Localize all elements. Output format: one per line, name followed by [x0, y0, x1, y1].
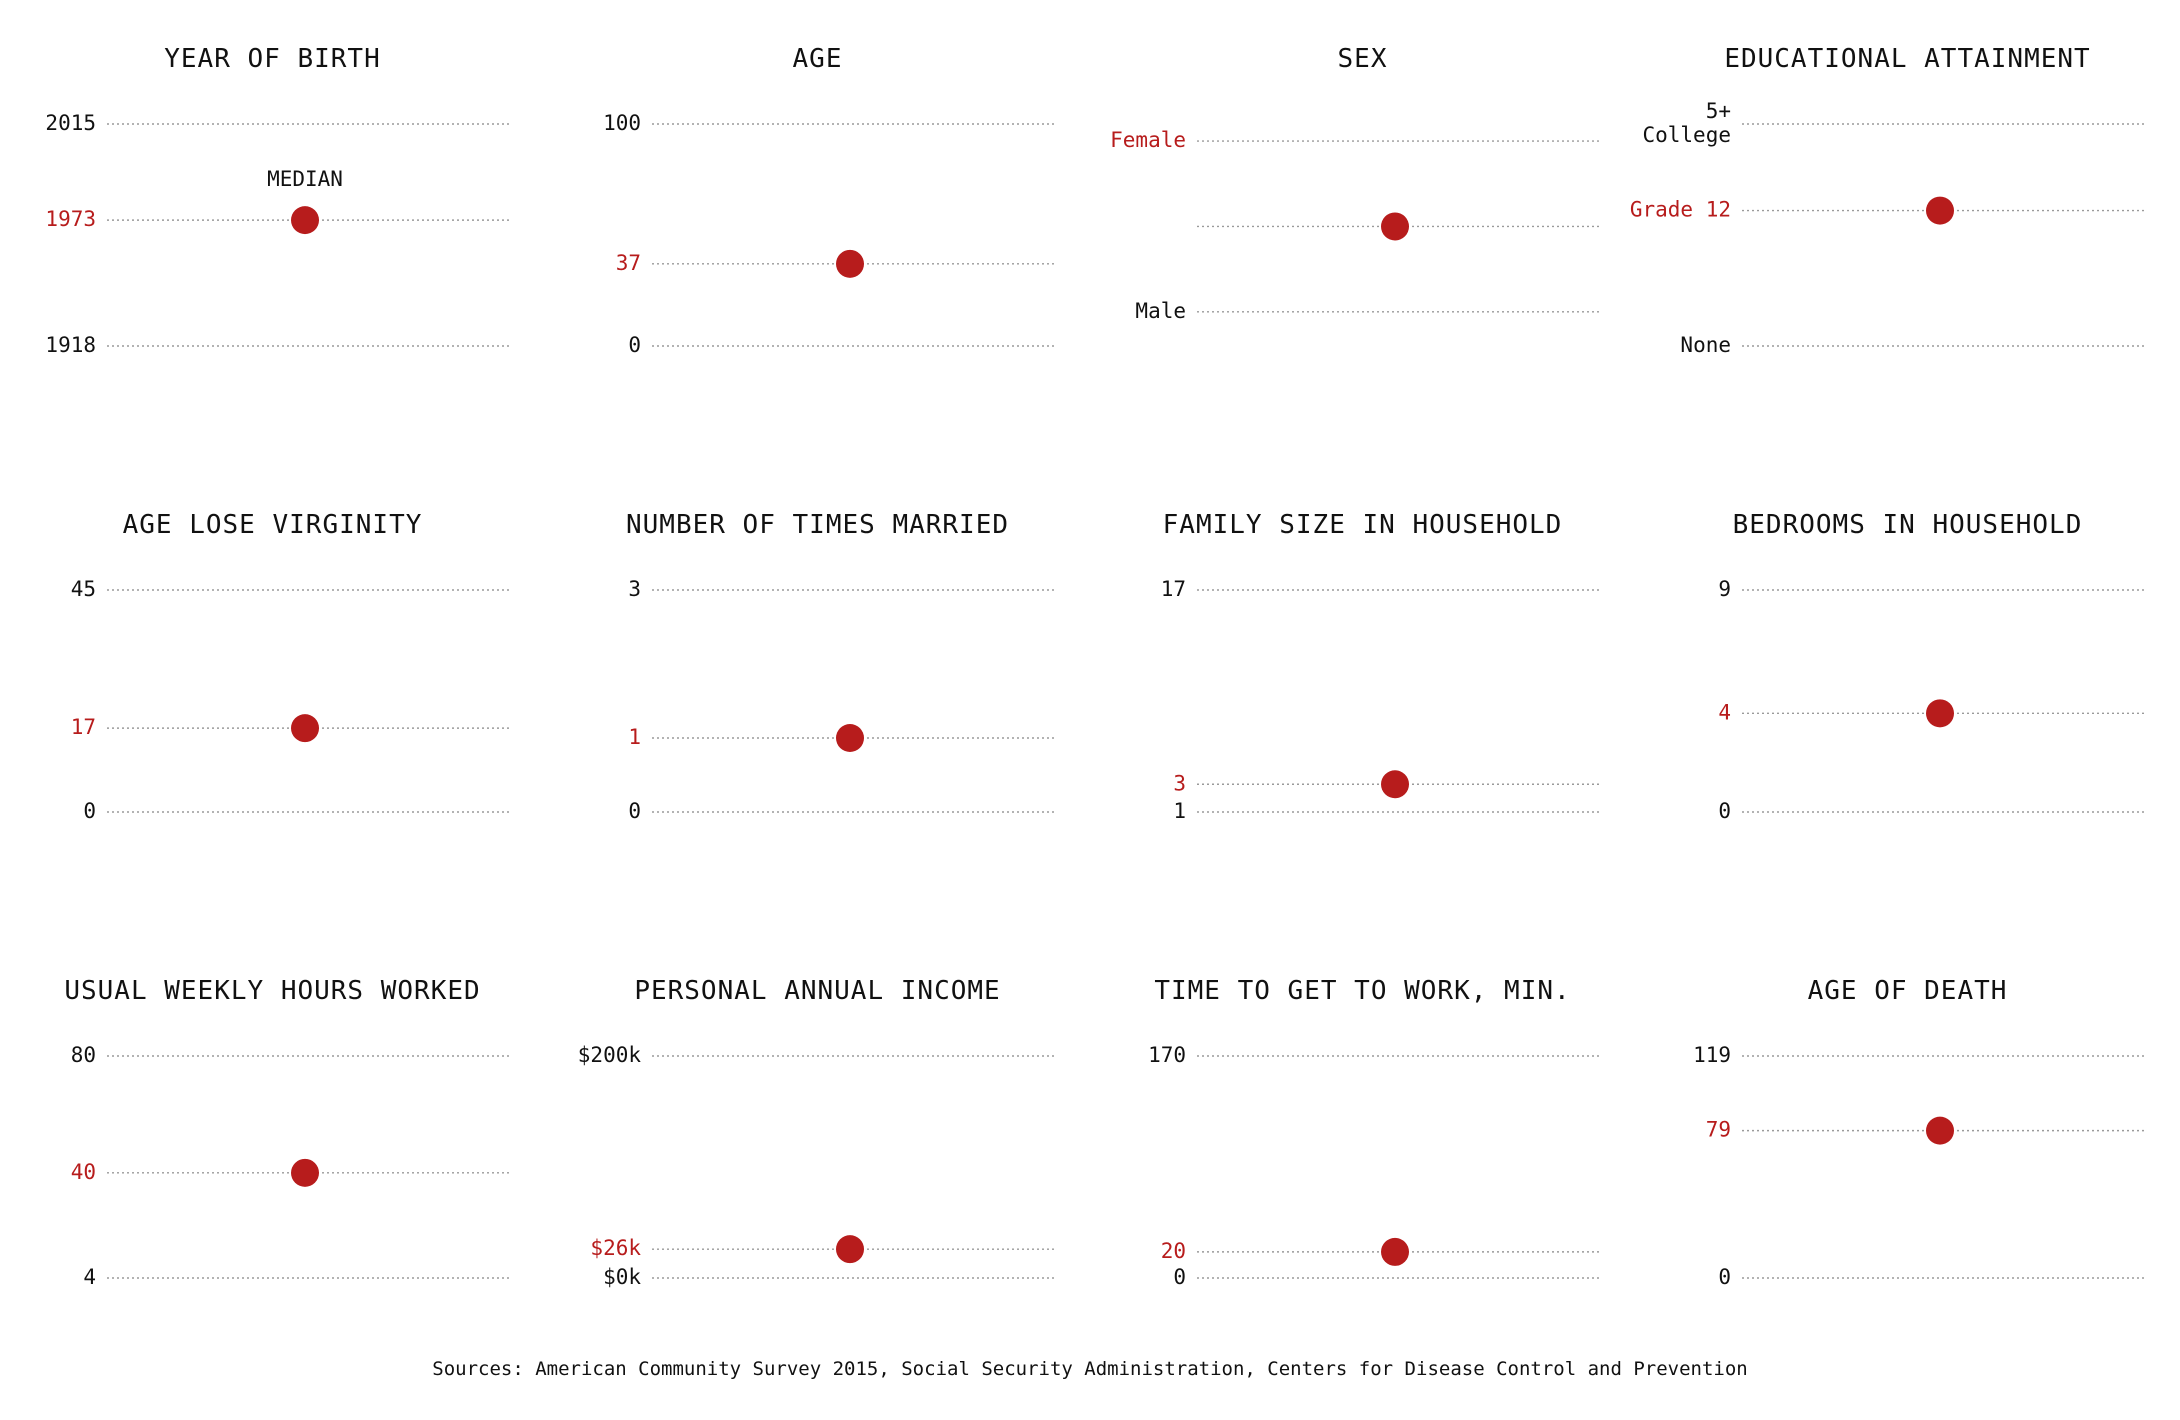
median-value-label: 40 [71, 1160, 96, 1184]
median-point [1926, 699, 1954, 728]
tick-label: 5+ College [1642, 99, 1731, 147]
tick-label: 0 [1718, 799, 1731, 823]
tick-label: None [1680, 333, 1731, 357]
chart-title: FAMILY SIZE IN HOUSEHOLD [1162, 510, 1563, 540]
median-point [836, 249, 864, 278]
tick-label: 100 [603, 111, 641, 135]
median-value-label: 1 [628, 725, 641, 749]
chart-panel-usual-weekly-hours-worked: USUAL WEEKLY HOURS WORKED 80 4 40 [0, 932, 545, 1398]
chart-panel-time-to-get-to-work-min: TIME TO GET TO WORK, MIN. 170 0 20 [1090, 932, 1635, 1398]
tick-label: $200k [578, 1043, 642, 1067]
tick-label: 2015 [45, 111, 96, 135]
tick-label: 0 [83, 799, 96, 823]
chart-panel-family-size-in-household: FAMILY SIZE IN HOUSEHOLD 17 1 3 [1090, 466, 1635, 932]
chart-panel-sex: SEX Female Male [1090, 0, 1635, 466]
median-point [291, 1158, 319, 1187]
median-value-label: 1973 [45, 207, 96, 231]
tick-label: 0 [1718, 1265, 1731, 1289]
chart-title: AGE LOSE VIRGINITY [122, 510, 423, 540]
median-value-label: Grade 12 [1630, 198, 1731, 222]
tick-label: Female [1110, 128, 1186, 152]
chart-panel-personal-annual-income: PERSONAL ANNUAL INCOME $200k $0k $26k [545, 932, 1090, 1398]
tick-label: 0 [628, 799, 641, 823]
chart-panel-age-of-death: AGE OF DEATH 119 0 79 [1635, 932, 2180, 1398]
median-value-label: 79 [1706, 1118, 1731, 1142]
chart-title: EDUCATIONAL ATTAINMENT [1724, 44, 2091, 74]
median-value-label: 4 [1718, 700, 1731, 724]
chart-title: NUMBER OF TIMES MARRIED [625, 510, 1010, 540]
chart-title: SEX [1337, 44, 1388, 74]
median-value-label: 20 [1161, 1239, 1186, 1263]
chart-plot: $200k $0k $26k [578, 1043, 1055, 1289]
tick-label: 45 [71, 577, 96, 601]
tick-label: 0 [628, 333, 641, 357]
chart-title: YEAR OF BIRTH [164, 44, 381, 74]
median-point [291, 714, 319, 743]
chart-plot: 80 4 40 [71, 1043, 510, 1289]
tick-label: 1 [1173, 799, 1186, 823]
median-value-label: 3 [1173, 771, 1186, 795]
sources-note: Sources: American Community Survey 2015,… [432, 1358, 1748, 1380]
median-point [1381, 212, 1409, 241]
chart-title: USUAL WEEKLY HOURS WORKED [64, 976, 481, 1006]
tick-label: $0k [603, 1265, 641, 1289]
tick-label: 9 [1718, 577, 1731, 601]
chart-title: PERSONAL ANNUAL INCOME [634, 976, 1001, 1006]
chart-plot: Female Male [1110, 128, 1600, 323]
chart-panel-bedrooms-in-household: BEDROOMS IN HOUSEHOLD 9 0 4 [1635, 466, 2180, 932]
chart-title: BEDROOMS IN HOUSEHOLD [1732, 510, 2083, 540]
chart-panel-number-of-times-married: NUMBER OF TIMES MARRIED 3 0 1 [545, 466, 1090, 932]
tick-label: 1918 [45, 333, 96, 357]
median-point [291, 206, 319, 235]
chart-panel-educational-attainment: EDUCATIONAL ATTAINMENT 5+ College None Grade… [1630, 0, 2180, 466]
median-value-label: 37 [616, 251, 641, 275]
chart-panel-age-lose-virginity: AGE LOSE VIRGINITY 45 0 17 [0, 466, 545, 932]
chart-title: TIME TO GET TO WORK, MIN. [1154, 976, 1571, 1006]
chart-plot: 3 0 1 [628, 577, 1055, 823]
chart-plot: 100 0 37 [603, 111, 1055, 357]
median-point [1926, 1116, 1954, 1145]
chart-panel-age: AGE 100 0 37 [545, 0, 1090, 466]
chart-panel-year-of-birth: YEAR OF BIRTH 2015 1918 1973 MEDIAN [0, 0, 545, 466]
median-point [1381, 1237, 1409, 1266]
chart-plot: 9 0 4 [1718, 577, 2145, 823]
chart-plot: 5+ College None Grade 12 [1630, 99, 2145, 357]
median-point [1926, 196, 1954, 225]
chart-title: AGE [792, 44, 843, 74]
chart-plot: 2015 1918 1973 MEDIAN [45, 111, 510, 357]
tick-label: 4 [83, 1265, 96, 1289]
median-value-label: 17 [71, 715, 96, 739]
tick-label: 0 [1173, 1265, 1186, 1289]
chart-plot: 45 0 17 [71, 577, 510, 823]
tick-label: 17 [1161, 577, 1186, 601]
chart-plot: 170 020 [1148, 1043, 1600, 1289]
chart-plot: 119 0 79 [1693, 1043, 2145, 1289]
median-point [1381, 770, 1409, 799]
tick-label: Male [1135, 299, 1186, 323]
tick-label: 3 [628, 577, 641, 601]
median-caption: MEDIAN [267, 167, 343, 191]
chart-title: AGE OF DEATH [1807, 976, 2008, 1006]
median-value-label: $26k [590, 1236, 641, 1260]
tick-label: 170 [1148, 1043, 1186, 1067]
tick-label: 80 [71, 1043, 96, 1067]
median-point [836, 1235, 864, 1264]
median-point [836, 724, 864, 752]
tick-label: 119 [1693, 1043, 1731, 1067]
